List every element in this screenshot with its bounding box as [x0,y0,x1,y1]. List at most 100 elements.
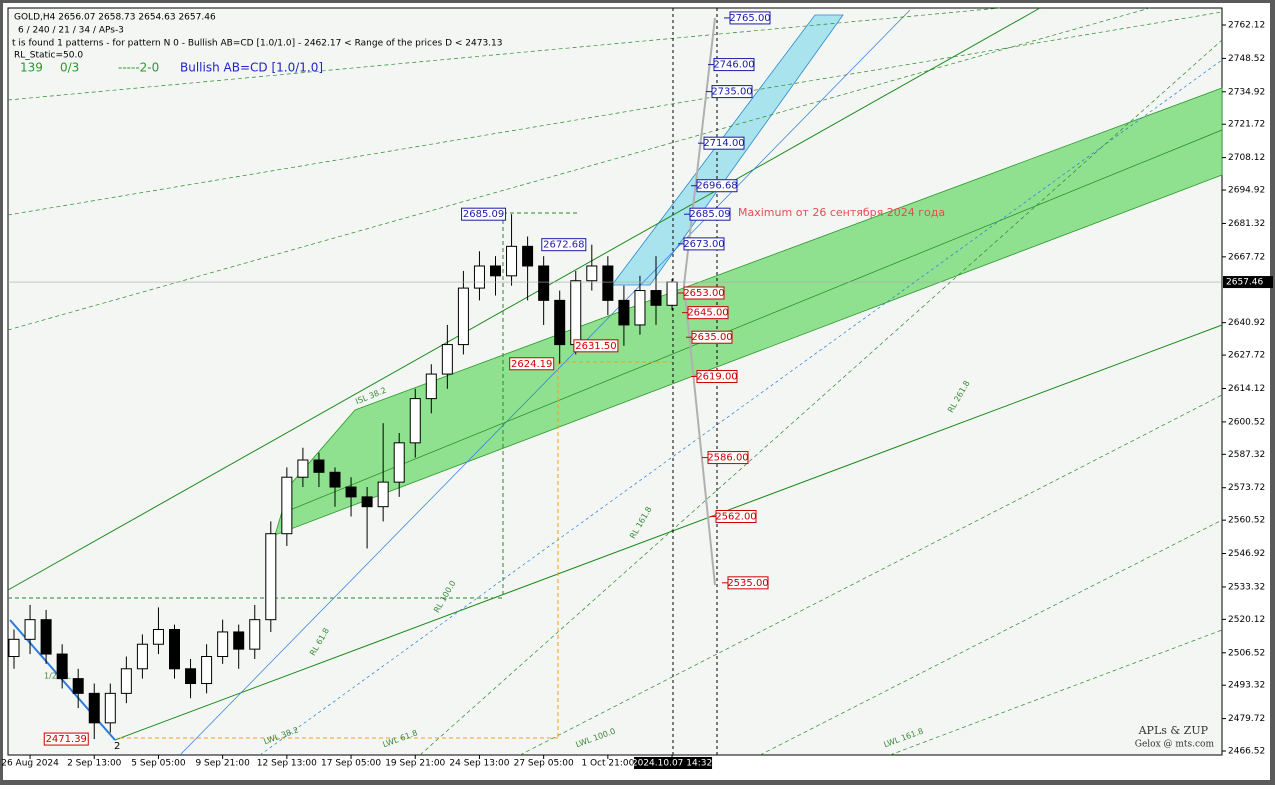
level-label: 2685.09 [689,209,730,220]
trend-line [114,324,1223,741]
y-tick-label: 2520.12 [1228,615,1265,625]
level-box [729,11,771,25]
candle-body [650,290,662,306]
candle-body [217,631,229,658]
y-tick-label: 2573.72 [1228,483,1265,493]
candle-body [8,638,20,658]
y-tick-label: 2600.52 [1228,417,1265,427]
watermark: APLs & ZUP [1138,724,1209,737]
point-label-box [541,238,587,252]
candle-body [88,692,100,724]
point-name: 2 [114,741,120,752]
x-tick-label: 5 Sep 05:00 [131,759,186,769]
level-label: 2653.00 [683,288,724,299]
candle-body [329,471,341,488]
candle-body [120,668,132,694]
candle-body [249,619,261,650]
x-tick-label: 17 Sep 05:00 [321,759,381,769]
point-label-box [509,357,555,371]
level-label: 2746.00 [713,60,754,71]
candle-body [377,481,389,508]
candle-body [538,265,550,301]
watermark: Gelox @ mts.com [1135,740,1215,750]
x-tick-label: 12 Sep 13:00 [257,759,317,769]
status-ratio: 0/3 [60,61,79,75]
header-line: GOLD,H4 2656.07 2658.73 2654.63 2657.46 [14,13,216,23]
x-tick-label: 19 Sep 21:00 [385,759,445,769]
x-tick-label: 2024.10.07 14:32 [632,759,712,769]
level-box [713,58,755,72]
header-line: RL_Static=50.0 [14,51,83,61]
level-label: 2535.00 [727,578,768,589]
level-box [696,370,738,384]
point-label: 2631.50 [575,341,616,352]
y-tick-label: 2681.32 [1228,219,1265,229]
level-label: 2586.00 [707,453,748,464]
candle-body [40,619,52,655]
candle-body [233,631,245,650]
y-tick-label: 2506.52 [1228,648,1265,658]
fib-line [519,394,1223,756]
fib-line [7,7,1151,331]
header-line: t is found 1 patterns - for pattern N 0 … [12,39,503,49]
x-tick-label: 1 Oct 21:00 [581,759,634,769]
y-tick-label: 2560.52 [1228,516,1265,526]
point-label-box [43,732,89,746]
candle-body [281,476,293,535]
y-tick-label: 2546.92 [1228,549,1265,559]
drawing-objects [7,7,1223,756]
y-tick-label: 2762.12 [1228,20,1265,30]
candle-body [393,442,405,483]
x-tick-label: 2 Sep 13:00 [67,759,122,769]
candle-body [265,533,277,621]
level-box [696,179,738,193]
candle-body [72,678,84,694]
candle-body [618,299,630,326]
level-label: 2735.00 [711,87,752,98]
candle-body [297,459,309,478]
candle-body [136,643,148,670]
header-line: 6 / 240 / 21 / 34 / APs-3 [18,26,124,36]
candle-body [24,619,36,640]
level-label: 2645.00 [687,308,728,319]
y-tick-label: 2748.52 [1228,54,1265,64]
level-box [703,136,745,150]
y-tick-label: 2493.32 [1228,681,1265,691]
level-label: 2619.00 [696,372,737,383]
candle-body [152,628,164,645]
level-box [727,576,769,590]
candle-body [104,692,116,724]
y-tick-label: 2667.72 [1228,252,1265,262]
level-label: 2562.00 [715,512,756,523]
y-tick-label: 2479.72 [1228,714,1265,724]
y-tick-label: 2533.32 [1228,582,1265,592]
x-tick-label: 24 Sep 13:00 [449,759,509,769]
candle-body [666,281,678,306]
candle-body [570,280,582,346]
y-tick-label: 2640.92 [1228,318,1265,328]
level-label: 2673.00 [683,239,724,250]
y-tick-label: 2734.92 [1228,87,1265,97]
x-tick-label: 9 Sep 21:00 [195,759,250,769]
y-tick-label: 2614.12 [1228,384,1265,394]
candle-body [313,459,325,473]
point-label-box [573,339,619,353]
status-bars: 139 [20,61,43,75]
level-label: 2696.68 [696,181,737,192]
candle-body [457,287,469,346]
candle-body [425,373,437,400]
last-price-bg [1223,276,1273,289]
level-box [683,286,725,300]
status-pattern: Bullish AB=CD [1.0/1.0] [180,61,323,75]
header: GOLD,H4 2656.07 2658.73 2654.63 2657.46 … [12,13,503,75]
level-box [683,237,725,251]
fork-band [611,14,844,286]
candle-body [490,265,501,277]
candle-body [441,344,453,375]
level-label: 2765.00 [729,13,770,24]
x-tick-label: 27 Sep 05:00 [514,759,574,769]
candle-body [185,668,197,685]
annotation: Maximum от 26 сентября 2024 года [738,206,945,219]
